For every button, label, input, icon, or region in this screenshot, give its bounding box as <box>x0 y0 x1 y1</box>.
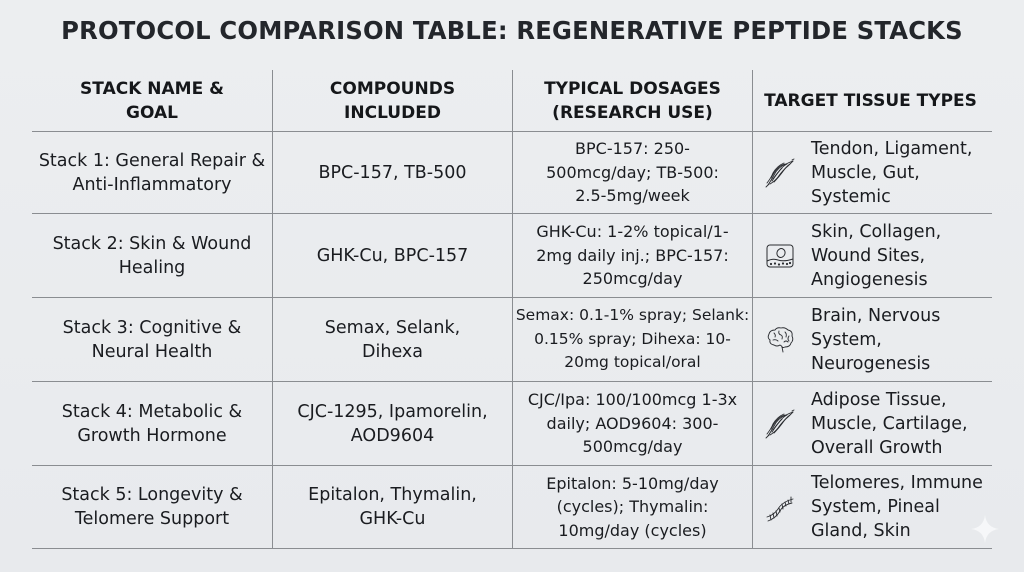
dosages-cell: CJC/Ipa: 100/100mcg 1-3x daily; AOD9604:… <box>512 382 752 465</box>
tissues: Tendon, Ligament, Muscle, Gut, Systemic <box>811 138 973 207</box>
tissues: Brain, Nervous System, Neurogenesis <box>811 305 941 374</box>
column-header-stack: STACK NAME & GOAL <box>32 70 272 131</box>
stack-name: Stack 1: General Repair & Anti-Inflammat… <box>38 150 266 195</box>
brain-icon <box>763 323 797 357</box>
column-header-compounds: COMPOUNDS INCLUDED <box>272 70 512 131</box>
compounds-cell: Semax, Selank, Dihexa <box>272 298 512 381</box>
column-header-tissues: TARGET TISSUE TYPES <box>752 70 992 131</box>
stack-name-cell: Stack 4: Metabolic & Growth Hormone <box>32 382 272 465</box>
compounds-cell: BPC-157, TB-500 <box>272 132 512 213</box>
tissues-cell: Telomeres, Immune System, Pineal Gland, … <box>752 466 992 548</box>
stack-name: Stack 3: Cognitive & Neural Health <box>62 317 242 362</box>
stack-name-cell: Stack 2: Skin & Wound Healing <box>32 214 272 297</box>
column-header-tissues-label: TARGET TISSUE TYPES <box>764 90 977 111</box>
dna-icon <box>763 490 797 524</box>
tissues-cell: Tendon, Ligament, Muscle, Gut, Systemic <box>752 132 992 213</box>
compounds: CJC-1295, Ipamorelin, AOD9604 <box>297 401 488 446</box>
compounds-cell: Epitalon, Thymalin, GHK-Cu <box>272 466 512 548</box>
page-title: PROTOCOL COMPARISON TABLE: REGENERATIVE … <box>61 16 963 45</box>
tissues: Adipose Tissue, Muscle, Cartilage, Overa… <box>811 389 968 458</box>
stack-name-cell: Stack 5: Longevity & Telomere Support <box>32 466 272 548</box>
stack-name-cell: Stack 3: Cognitive & Neural Health <box>32 298 272 381</box>
column-header-dosages-label: TYPICAL DOSAGES (RESEARCH USE) <box>544 78 721 123</box>
compounds: BPC-157, TB-500 <box>318 162 467 183</box>
protocol-comparison-table: STACK NAME & GOAL COMPOUNDS INCLUDED TYP… <box>32 70 992 549</box>
compounds-cell: CJC-1295, Ipamorelin, AOD9604 <box>272 382 512 465</box>
table-row: Stack 5: Longevity & Telomere Support Ep… <box>32 465 992 549</box>
dosages: CJC/Ipa: 100/100mcg 1-3x daily; AOD9604:… <box>527 390 738 457</box>
stack-name: Stack 2: Skin & Wound Healing <box>52 233 252 278</box>
dosages-cell: BPC-157: 250-500mcg/day; TB-500: 2.5-5mg… <box>512 132 752 213</box>
dosages-cell: Semax: 0.1-1% spray; Selank: 0.15% spray… <box>512 298 752 381</box>
stack-name: Stack 4: Metabolic & Growth Hormone <box>61 401 243 446</box>
table-header-row: STACK NAME & GOAL COMPOUNDS INCLUDED TYP… <box>32 70 992 131</box>
tissues: Telomeres, Immune System, Pineal Gland, … <box>811 473 983 541</box>
dosages-cell: GHK-Cu: 1-2% topical/1-2mg daily inj.; B… <box>512 214 752 297</box>
table-row: Stack 1: General Repair & Anti-Inflammat… <box>32 131 992 213</box>
compounds: Epitalon, Thymalin, GHK-Cu <box>308 485 477 529</box>
dosages: GHK-Cu: 1-2% topical/1-2mg daily inj.; B… <box>536 222 729 289</box>
dosages: Semax: 0.1-1% spray; Selank: 0.15% spray… <box>515 306 750 372</box>
compounds: Semax, Selank, Dihexa <box>324 317 461 362</box>
dosages: BPC-157: 250-500mcg/day; TB-500: 2.5-5mg… <box>546 139 719 206</box>
table-row: Stack 2: Skin & Wound Healing GHK-Cu, BP… <box>32 213 992 297</box>
dosages: Epitalon: 5-10mg/day (cycles); Thymalin:… <box>546 473 719 540</box>
tissues-cell: Brain, Nervous System, Neurogenesis <box>752 298 992 381</box>
tissues-cell: Skin, Collagen, Wound Sites, Angiogenesi… <box>752 214 992 297</box>
compounds-cell: GHK-Cu, BPC-157 <box>272 214 512 297</box>
dosages-cell: Epitalon: 5-10mg/day (cycles); Thymalin:… <box>512 466 752 548</box>
stack-name: Stack 5: Longevity & Telomere Support <box>61 485 243 529</box>
tissues-cell: Adipose Tissue, Muscle, Cartilage, Overa… <box>752 382 992 465</box>
muscle-icon <box>763 156 797 190</box>
column-header-compounds-label: COMPOUNDS INCLUDED <box>329 78 456 123</box>
compounds: GHK-Cu, BPC-157 <box>316 245 469 266</box>
sparkle-icon <box>971 515 999 543</box>
table-row: Stack 4: Metabolic & Growth Hormone CJC-… <box>32 381 992 465</box>
muscle-icon <box>763 407 797 441</box>
table-row: Stack 3: Cognitive & Neural Health Semax… <box>32 297 992 381</box>
column-header-stack-label: STACK NAME & GOAL <box>80 78 224 123</box>
skin-cell-icon <box>763 239 797 273</box>
stack-name-cell: Stack 1: General Repair & Anti-Inflammat… <box>32 132 272 213</box>
column-header-dosages: TYPICAL DOSAGES (RESEARCH USE) <box>512 70 752 131</box>
tissues: Skin, Collagen, Wound Sites, Angiogenesi… <box>811 221 942 290</box>
